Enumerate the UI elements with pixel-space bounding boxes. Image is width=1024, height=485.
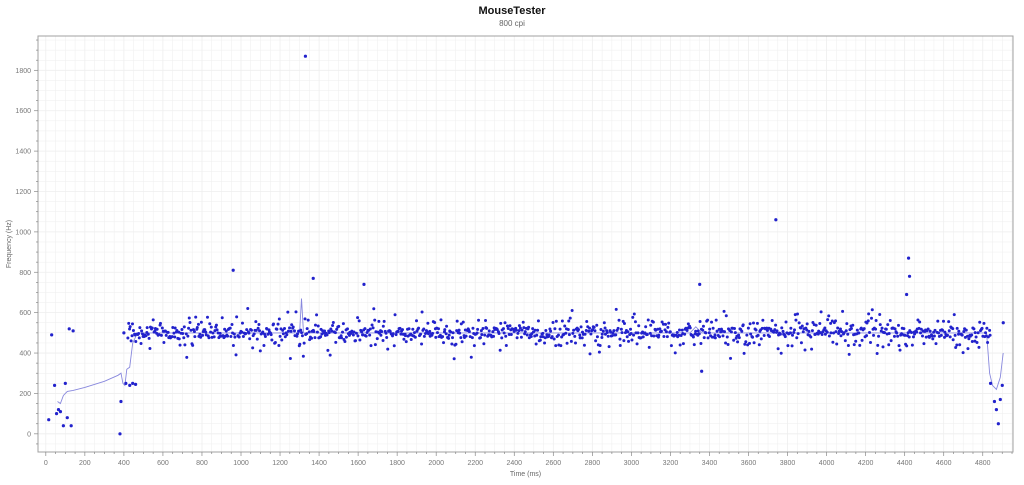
x-tick-label: 2800 bbox=[585, 460, 601, 467]
y-axis: 0 200 400 600 800 1000 1200 1400 1600 1800 bbox=[15, 39, 38, 445]
plot-frame bbox=[37, 35, 1014, 453]
x-tick-label: 1800 bbox=[389, 460, 405, 467]
chart-title: MouseTester bbox=[478, 5, 546, 17]
x-tick-label: 2600 bbox=[546, 460, 562, 467]
y-tick-label: 1400 bbox=[15, 149, 31, 156]
x-tick-label: 200 bbox=[79, 460, 91, 467]
y-tick-label: 1800 bbox=[15, 68, 31, 75]
x-tick-label: 3400 bbox=[702, 460, 718, 467]
y-tick-label: 1600 bbox=[15, 108, 31, 115]
x-tick-label: 1200 bbox=[272, 460, 288, 467]
x-tick-label: 800 bbox=[196, 460, 208, 467]
x-tick-label: 2200 bbox=[467, 460, 483, 467]
y-tick-label: 400 bbox=[19, 351, 31, 358]
x-tick-label: 1000 bbox=[233, 460, 249, 467]
data-points bbox=[47, 54, 1005, 436]
x-tick-label: 4800 bbox=[975, 460, 991, 467]
y-axis-title: Frequency (Hz) bbox=[6, 220, 13, 268]
x-tick-label: 4400 bbox=[897, 460, 913, 467]
x-tick-label: 400 bbox=[118, 460, 130, 467]
grid-lines bbox=[38, 36, 1013, 452]
y-tick-label: 0 bbox=[27, 431, 31, 438]
x-tick-label: 3600 bbox=[741, 460, 757, 467]
x-tick-label: 4600 bbox=[936, 460, 952, 467]
x-tick-label: 2000 bbox=[428, 460, 444, 467]
x-tick-label: 2400 bbox=[506, 460, 522, 467]
chart-subtitle: 800 cpi bbox=[499, 19, 525, 28]
y-tick-label: 800 bbox=[19, 270, 31, 277]
x-tick-label: 4200 bbox=[858, 460, 874, 467]
x-tick-label: 600 bbox=[157, 460, 169, 467]
y-tick-label: 1000 bbox=[15, 229, 31, 236]
x-tick-label: 0 bbox=[44, 460, 48, 467]
x-tick-label: 1400 bbox=[311, 460, 327, 467]
x-tick-label: 3200 bbox=[663, 460, 679, 467]
x-tick-label: 3800 bbox=[780, 460, 796, 467]
x-axis: 0 200 400 600 800 1000 1200 1400 1600 1800 2000 220… bbox=[44, 452, 1013, 467]
x-tick-label: 3000 bbox=[624, 460, 640, 467]
x-tick-label: 4000 bbox=[819, 460, 835, 467]
x-axis-title: Time (ms) bbox=[510, 471, 541, 478]
y-tick-label: 600 bbox=[19, 310, 31, 317]
y-tick-label: 1200 bbox=[15, 189, 31, 196]
y-tick-label: 200 bbox=[19, 391, 31, 398]
moving-average-line bbox=[57, 298, 1004, 405]
x-tick-label: 1600 bbox=[350, 460, 366, 467]
